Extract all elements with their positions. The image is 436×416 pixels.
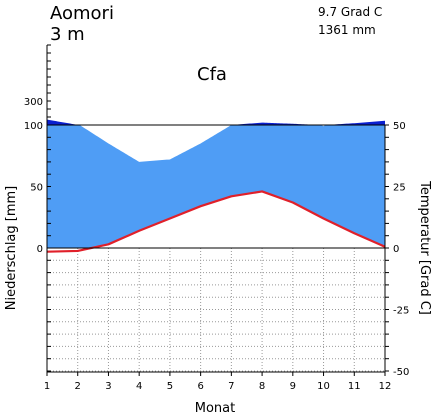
x-tick-label: 2 [75, 381, 81, 392]
left-tick-label: 0 [37, 244, 43, 255]
x-tick-label: 7 [228, 381, 234, 392]
temperature-line [46, 190, 386, 253]
left-axis-title: Niederschlag [mm] [4, 186, 19, 311]
climate-class: Cfa [197, 64, 227, 85]
x-tick-label: 1 [44, 381, 50, 392]
right-tick-label: 25 [393, 183, 406, 194]
axes [46, 44, 389, 376]
right-tick-label: -25 [393, 306, 409, 317]
x-tick-label: 12 [379, 381, 392, 392]
x-tick-label: 9 [290, 381, 296, 392]
station-elevation: 3 m [50, 24, 85, 45]
station-name: Aomori [50, 3, 114, 24]
mean-temperature: 9.7 Grad C [318, 5, 382, 19]
left-tick-label: 50 [30, 183, 43, 194]
temperature-series [46, 190, 386, 253]
x-tick-label: 3 [105, 381, 111, 392]
x-tick-label: 10 [317, 381, 330, 392]
x-tick-label: 11 [348, 381, 361, 392]
right-tick-label: 50 [393, 121, 406, 132]
perhumid-area [47, 119, 385, 125]
precipitation-areas [46, 119, 386, 248]
x-axis-title: Monat [195, 401, 235, 416]
left-tick-label: 300 [24, 97, 43, 108]
x-tick-label: 5 [167, 381, 173, 392]
right-tick-label: 0 [393, 244, 399, 255]
x-tick-label: 4 [136, 381, 142, 392]
right-tick-label: -50 [393, 367, 409, 378]
grid [47, 248, 386, 372]
left-tick-label: 100 [24, 121, 43, 132]
humid-area [47, 125, 385, 248]
annual-precipitation: 1361 mm [318, 23, 376, 37]
right-axis-title: Temperatur [Grad C] [417, 180, 432, 315]
x-tick-label: 8 [259, 381, 265, 392]
x-tick-label: 6 [197, 381, 203, 392]
